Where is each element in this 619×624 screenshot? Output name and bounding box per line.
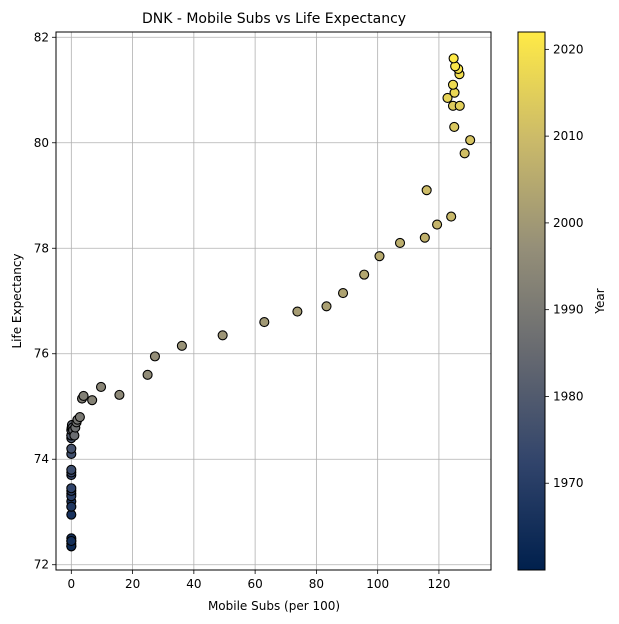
data-point [448, 53, 459, 64]
x-tick-label: 100 [366, 577, 389, 591]
data-point [66, 483, 77, 494]
data-point [432, 219, 443, 230]
data-point [454, 100, 465, 111]
y-tick-label: 82 [34, 30, 49, 44]
x-tick-label: 0 [67, 577, 75, 591]
data-point [114, 389, 125, 400]
y-tick-label: 72 [34, 558, 49, 572]
x-tick-label: 40 [186, 577, 201, 591]
data-point [421, 185, 432, 196]
data-point [292, 306, 303, 317]
data-point [259, 317, 270, 328]
colorbar-label: Year [593, 288, 607, 314]
y-axis-ticks: 72 74 76 78 80 82 [34, 30, 56, 572]
data-point [465, 135, 476, 146]
data-point [217, 330, 228, 341]
data-point [66, 535, 77, 547]
y-axis-label: Life Expectancy [10, 253, 24, 348]
data-point [337, 288, 349, 299]
data-point [374, 251, 385, 262]
x-tick-label: 20 [125, 577, 140, 591]
data-point [78, 390, 89, 401]
colorbar-tick-label: 2010 [553, 129, 584, 143]
colorbar-tick-label: 2020 [553, 42, 584, 56]
y-tick-label: 76 [34, 347, 49, 361]
data-point [74, 411, 85, 423]
plot-frame [55, 31, 492, 571]
y-tick-label: 74 [34, 452, 49, 466]
x-tick-label: 80 [309, 577, 324, 591]
data-point [419, 232, 430, 243]
data-point [176, 340, 187, 351]
data-point [149, 351, 160, 362]
x-axis-ticks: 0 20 40 60 80 100 120 [67, 570, 450, 591]
x-tick-label: 120 [427, 577, 450, 591]
data-point [442, 92, 453, 103]
data-point [359, 269, 370, 280]
data-point [449, 121, 460, 132]
data-point [446, 211, 457, 222]
x-axis-label: Mobile Subs (per 100) [208, 599, 340, 613]
data-point [87, 395, 98, 406]
colorbar-tick-label: 2000 [553, 216, 584, 230]
data-point [66, 501, 77, 512]
colorbar-tick-label: 1990 [553, 303, 584, 317]
colorbar-gradient [517, 31, 546, 571]
data-point [66, 443, 77, 454]
data-point [394, 237, 406, 249]
colorbar-tick-label: 1980 [553, 389, 584, 403]
plot-area: 0 20 40 60 80 100 120 72 74 76 78 80 82 [34, 30, 492, 591]
scatter-points [66, 53, 476, 552]
y-tick-label: 78 [34, 241, 49, 255]
data-point [447, 79, 459, 90]
x-tick-label: 60 [247, 577, 262, 591]
colorbar-ticks: 1970 1980 1990 2000 2010 2020 [545, 42, 584, 490]
colorbar-tick-label: 1970 [553, 476, 584, 490]
y-tick-label: 80 [34, 136, 49, 150]
data-point [459, 148, 470, 159]
grid [56, 32, 491, 570]
chart-title: DNK - Mobile Subs vs Life Expectancy [142, 11, 406, 27]
data-point [142, 369, 153, 380]
data-point [66, 464, 77, 475]
data-point [95, 381, 107, 393]
colorbar: 1970 1980 1990 2000 2010 2020 Year [517, 31, 607, 571]
data-point [321, 301, 332, 312]
